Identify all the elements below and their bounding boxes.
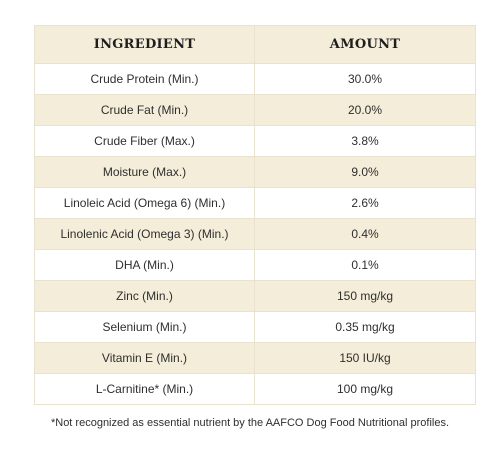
table-row: Vitamin E (Min.) 150 IU/kg — [35, 343, 475, 374]
guaranteed-analysis-table: INGREDIENT AMOUNT Crude Protein (Min.) 3… — [34, 25, 476, 405]
aafco-footnote: *Not recognized as essential nutrient by… — [50, 417, 450, 429]
table-row: Crude Fiber (Max.) 3.8% — [35, 126, 475, 157]
amount-cell: 0.4% — [255, 219, 475, 250]
amount-cell: 30.0% — [255, 64, 475, 95]
ingredient-cell: DHA (Min.) — [35, 250, 255, 281]
ingredient-cell: Crude Fat (Min.) — [35, 95, 255, 126]
amount-cell: 20.0% — [255, 95, 475, 126]
amount-cell: 150 IU/kg — [255, 343, 475, 374]
table-row: Moisture (Max.) 9.0% — [35, 157, 475, 188]
ingredient-cell: Crude Fiber (Max.) — [35, 126, 255, 157]
ingredient-cell: Vitamin E (Min.) — [35, 343, 255, 374]
table-row: Crude Protein (Min.) 30.0% — [35, 64, 475, 95]
amount-cell: 0.1% — [255, 250, 475, 281]
amount-cell: 0.35 mg/kg — [255, 312, 475, 343]
ingredient-column-header: INGREDIENT — [35, 26, 255, 64]
nutrition-table-container: INGREDIENT AMOUNT Crude Protein (Min.) 3… — [34, 25, 476, 405]
table-row: Crude Fat (Min.) 20.0% — [35, 95, 475, 126]
table-row: Selenium (Min.) 0.35 mg/kg — [35, 312, 475, 343]
ingredient-cell: Selenium (Min.) — [35, 312, 255, 343]
table-row: Zinc (Min.) 150 mg/kg — [35, 281, 475, 312]
amount-column-header: AMOUNT — [255, 26, 475, 64]
amount-cell: 2.6% — [255, 188, 475, 219]
table-header-row: INGREDIENT AMOUNT — [35, 26, 475, 64]
ingredient-cell: Linolenic Acid (Omega 3) (Min.) — [35, 219, 255, 250]
ingredient-cell: Crude Protein (Min.) — [35, 64, 255, 95]
ingredient-cell: Linoleic Acid (Omega 6) (Min.) — [35, 188, 255, 219]
ingredient-cell: Moisture (Max.) — [35, 157, 255, 188]
ingredient-cell: Zinc (Min.) — [35, 281, 255, 312]
table-row: Linoleic Acid (Omega 6) (Min.) 2.6% — [35, 188, 475, 219]
amount-cell: 100 mg/kg — [255, 374, 475, 404]
amount-cell: 150 mg/kg — [255, 281, 475, 312]
table-row: L-Carnitine* (Min.) 100 mg/kg — [35, 374, 475, 404]
amount-cell: 9.0% — [255, 157, 475, 188]
table-row: Linolenic Acid (Omega 3) (Min.) 0.4% — [35, 219, 475, 250]
ingredient-cell: L-Carnitine* (Min.) — [35, 374, 255, 404]
amount-cell: 3.8% — [255, 126, 475, 157]
table-row: DHA (Min.) 0.1% — [35, 250, 475, 281]
